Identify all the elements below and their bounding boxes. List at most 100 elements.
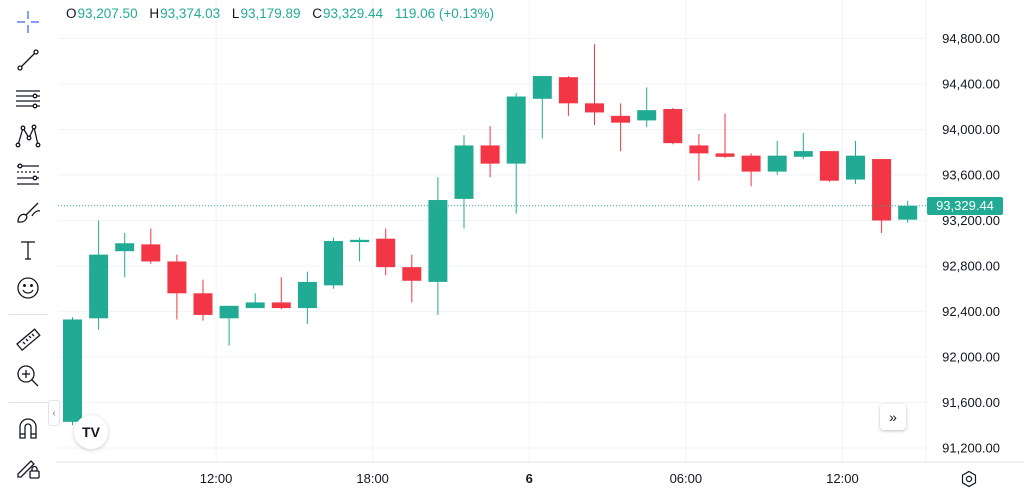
- gear-icon: [961, 470, 977, 488]
- price-axis[interactable]: 94,800.00 94,400.00 94,000.00 93,600.00 93,2…: [942, 31, 1000, 456]
- candle-body: [324, 240, 343, 286]
- magnet-tool[interactable]: [8, 410, 48, 446]
- candle: [141, 228, 161, 264]
- open-value: 93,207.50: [77, 6, 138, 21]
- brush-tool[interactable]: [8, 194, 48, 230]
- low-value: 93,179.89: [240, 6, 301, 21]
- time-tick-label: 12:00: [200, 471, 233, 486]
- chart-settings-button[interactable]: [958, 468, 980, 490]
- candle: [271, 277, 291, 310]
- candle-body: [585, 103, 604, 113]
- time-tick-label: 6: [526, 471, 533, 486]
- candle-body: [819, 151, 839, 181]
- text-icon: [21, 241, 35, 260]
- candle: [350, 237, 370, 262]
- trend-line-tool[interactable]: [8, 42, 48, 78]
- emoji-tool[interactable]: [8, 270, 48, 306]
- candle: [715, 113, 735, 158]
- candle: [793, 132, 813, 160]
- pattern-tool[interactable]: [8, 118, 48, 154]
- logo-text: TV: [82, 424, 100, 440]
- candle: [663, 107, 683, 145]
- price-tick-label: 92,400.00: [942, 304, 1000, 319]
- candle: [245, 293, 265, 309]
- candle: [89, 220, 109, 330]
- candle: [480, 126, 500, 178]
- fib-icon: [17, 163, 39, 185]
- candle-body: [741, 155, 761, 172]
- candle-body: [219, 305, 239, 319]
- price-tick-label: 93,200.00: [942, 213, 1000, 228]
- ruler-icon: [16, 328, 41, 352]
- time-tick-label: 18:00: [356, 471, 389, 486]
- candle-body: [376, 238, 396, 268]
- text-tool[interactable]: [8, 232, 48, 268]
- price-tick-label: 91,600.00: [942, 395, 1000, 410]
- candle-body: [532, 76, 552, 99]
- candle: [767, 140, 787, 175]
- candle-body: [115, 243, 135, 252]
- candle-body: [167, 261, 187, 294]
- candle-body: [63, 319, 82, 422]
- emoji-icon: [17, 277, 39, 299]
- price-tick-label: 92,000.00: [942, 350, 1000, 365]
- candle-body: [402, 267, 422, 281]
- time-axis[interactable]: 12:00 18:00 6 06:00 12:00: [200, 471, 859, 486]
- candle: [506, 93, 526, 214]
- crosshair-icon: [17, 11, 39, 33]
- candle-body: [767, 155, 787, 172]
- candle: [872, 159, 892, 234]
- candle: [454, 135, 474, 229]
- price-tick-label: 94,800.00: [942, 31, 1000, 46]
- candle-body: [350, 239, 370, 243]
- candle: [611, 103, 631, 152]
- crosshair-tool[interactable]: [8, 4, 48, 40]
- candle-body: [506, 96, 526, 164]
- candle: [63, 317, 82, 426]
- candle-body: [637, 110, 657, 121]
- time-tick-label: 12:00: [826, 471, 859, 486]
- collapse-toolbar-button[interactable]: ‹: [48, 400, 60, 426]
- candle-body: [271, 302, 291, 309]
- double-chevron-right-icon: »: [889, 409, 897, 425]
- candle: [846, 140, 865, 185]
- candle: [428, 177, 448, 315]
- time-tick-label: 06:00: [670, 471, 703, 486]
- fib-tool[interactable]: [8, 156, 48, 192]
- lock-pencil-icon: [17, 460, 40, 479]
- candle-body: [89, 254, 109, 319]
- ruler-tool[interactable]: [8, 322, 48, 358]
- candle-body: [297, 281, 317, 309]
- candle-body: [611, 115, 631, 123]
- drawing-toolbar: [0, 0, 56, 501]
- candle: [689, 134, 709, 181]
- close-value: 93,329.44: [323, 6, 384, 21]
- scroll-to-realtime-button[interactable]: »: [880, 404, 906, 430]
- candle: [898, 200, 918, 223]
- candle-body: [141, 244, 161, 262]
- price-tick-label: 93,600.00: [942, 168, 1000, 183]
- candle: [819, 151, 839, 182]
- candle-body: [846, 155, 865, 180]
- candle-body: [193, 293, 213, 315]
- magnet-icon: [19, 418, 37, 439]
- candle-body: [872, 159, 892, 221]
- zoom-in-tool[interactable]: [8, 358, 48, 394]
- candle: [376, 228, 396, 276]
- candle-body: [898, 205, 918, 220]
- tradingview-logo[interactable]: TV: [74, 415, 108, 449]
- candle: [585, 44, 604, 125]
- candle-body: [793, 151, 813, 157]
- trend-line-icon: [17, 49, 39, 71]
- horizontal-lines-tool[interactable]: [8, 80, 48, 116]
- price-tick-label: 94,400.00: [942, 77, 1000, 92]
- candle: [167, 254, 187, 320]
- ohlc-legend: O93,207.50 H93,374.03 L93,179.89 C93,329…: [66, 6, 494, 21]
- candle: [219, 305, 239, 346]
- lock-drawings-tool[interactable]: [8, 448, 48, 484]
- high-value: 93,374.03: [160, 6, 221, 21]
- candle: [402, 254, 422, 303]
- candle-body: [428, 200, 448, 282]
- candles: [63, 44, 918, 426]
